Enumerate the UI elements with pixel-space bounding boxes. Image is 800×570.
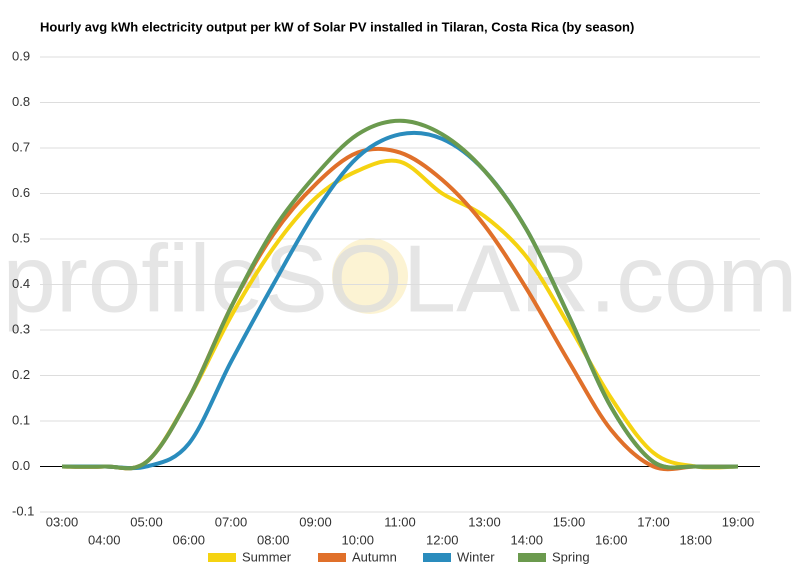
x-tick-label: 08:00 bbox=[257, 532, 290, 547]
x-tick-label: 09:00 bbox=[299, 514, 332, 529]
watermark-sun bbox=[332, 238, 408, 314]
legend-swatch bbox=[518, 553, 546, 562]
x-tick-label: 14:00 bbox=[510, 532, 543, 547]
y-tick-label: 0.8 bbox=[12, 94, 30, 109]
legend-label: Winter bbox=[457, 549, 495, 564]
x-tick-label: 11:00 bbox=[384, 514, 416, 529]
y-tick-label: 0.4 bbox=[12, 276, 30, 291]
x-tick-label: 12:00 bbox=[426, 532, 459, 547]
y-tick-label: 0.0 bbox=[12, 458, 30, 473]
legend-swatch bbox=[208, 553, 236, 562]
legend-swatch bbox=[318, 553, 346, 562]
x-tick-label: 06:00 bbox=[172, 532, 205, 547]
legend-label: Summer bbox=[242, 549, 292, 564]
y-tick-label: 0.1 bbox=[12, 412, 30, 427]
watermark: profileSOLAR.com bbox=[3, 225, 798, 332]
legend-label: Autumn bbox=[352, 549, 397, 564]
x-tick-label: 19:00 bbox=[722, 514, 755, 529]
y-tick-label: 0.7 bbox=[12, 139, 30, 154]
legend-label: Spring bbox=[552, 549, 590, 564]
x-tick-label: 04:00 bbox=[88, 532, 121, 547]
x-tick-label: 18:00 bbox=[679, 532, 712, 547]
series-line bbox=[61, 118, 739, 471]
y-tick-label: 0.3 bbox=[12, 321, 30, 336]
x-tick-label: 16:00 bbox=[595, 532, 628, 547]
x-tick-label: 07:00 bbox=[215, 514, 248, 529]
x-tick-label: 10:00 bbox=[341, 532, 374, 547]
chart-title: Hourly avg kWh electricity output per kW… bbox=[40, 19, 634, 34]
y-tick-label: 0.9 bbox=[12, 48, 30, 63]
x-tick-label: 13:00 bbox=[468, 514, 501, 529]
y-tick-label: 0.6 bbox=[12, 185, 30, 200]
y-tick-label: 0.2 bbox=[12, 367, 30, 382]
legend-swatch bbox=[423, 553, 451, 562]
y-tick-label: -0.1 bbox=[12, 503, 34, 518]
x-tick-label: 03:00 bbox=[46, 514, 79, 529]
x-tick-label: 17:00 bbox=[637, 514, 670, 529]
x-tick-label: 15:00 bbox=[553, 514, 586, 529]
y-tick-label: 0.5 bbox=[12, 230, 30, 245]
x-tick-label: 05:00 bbox=[130, 514, 163, 529]
